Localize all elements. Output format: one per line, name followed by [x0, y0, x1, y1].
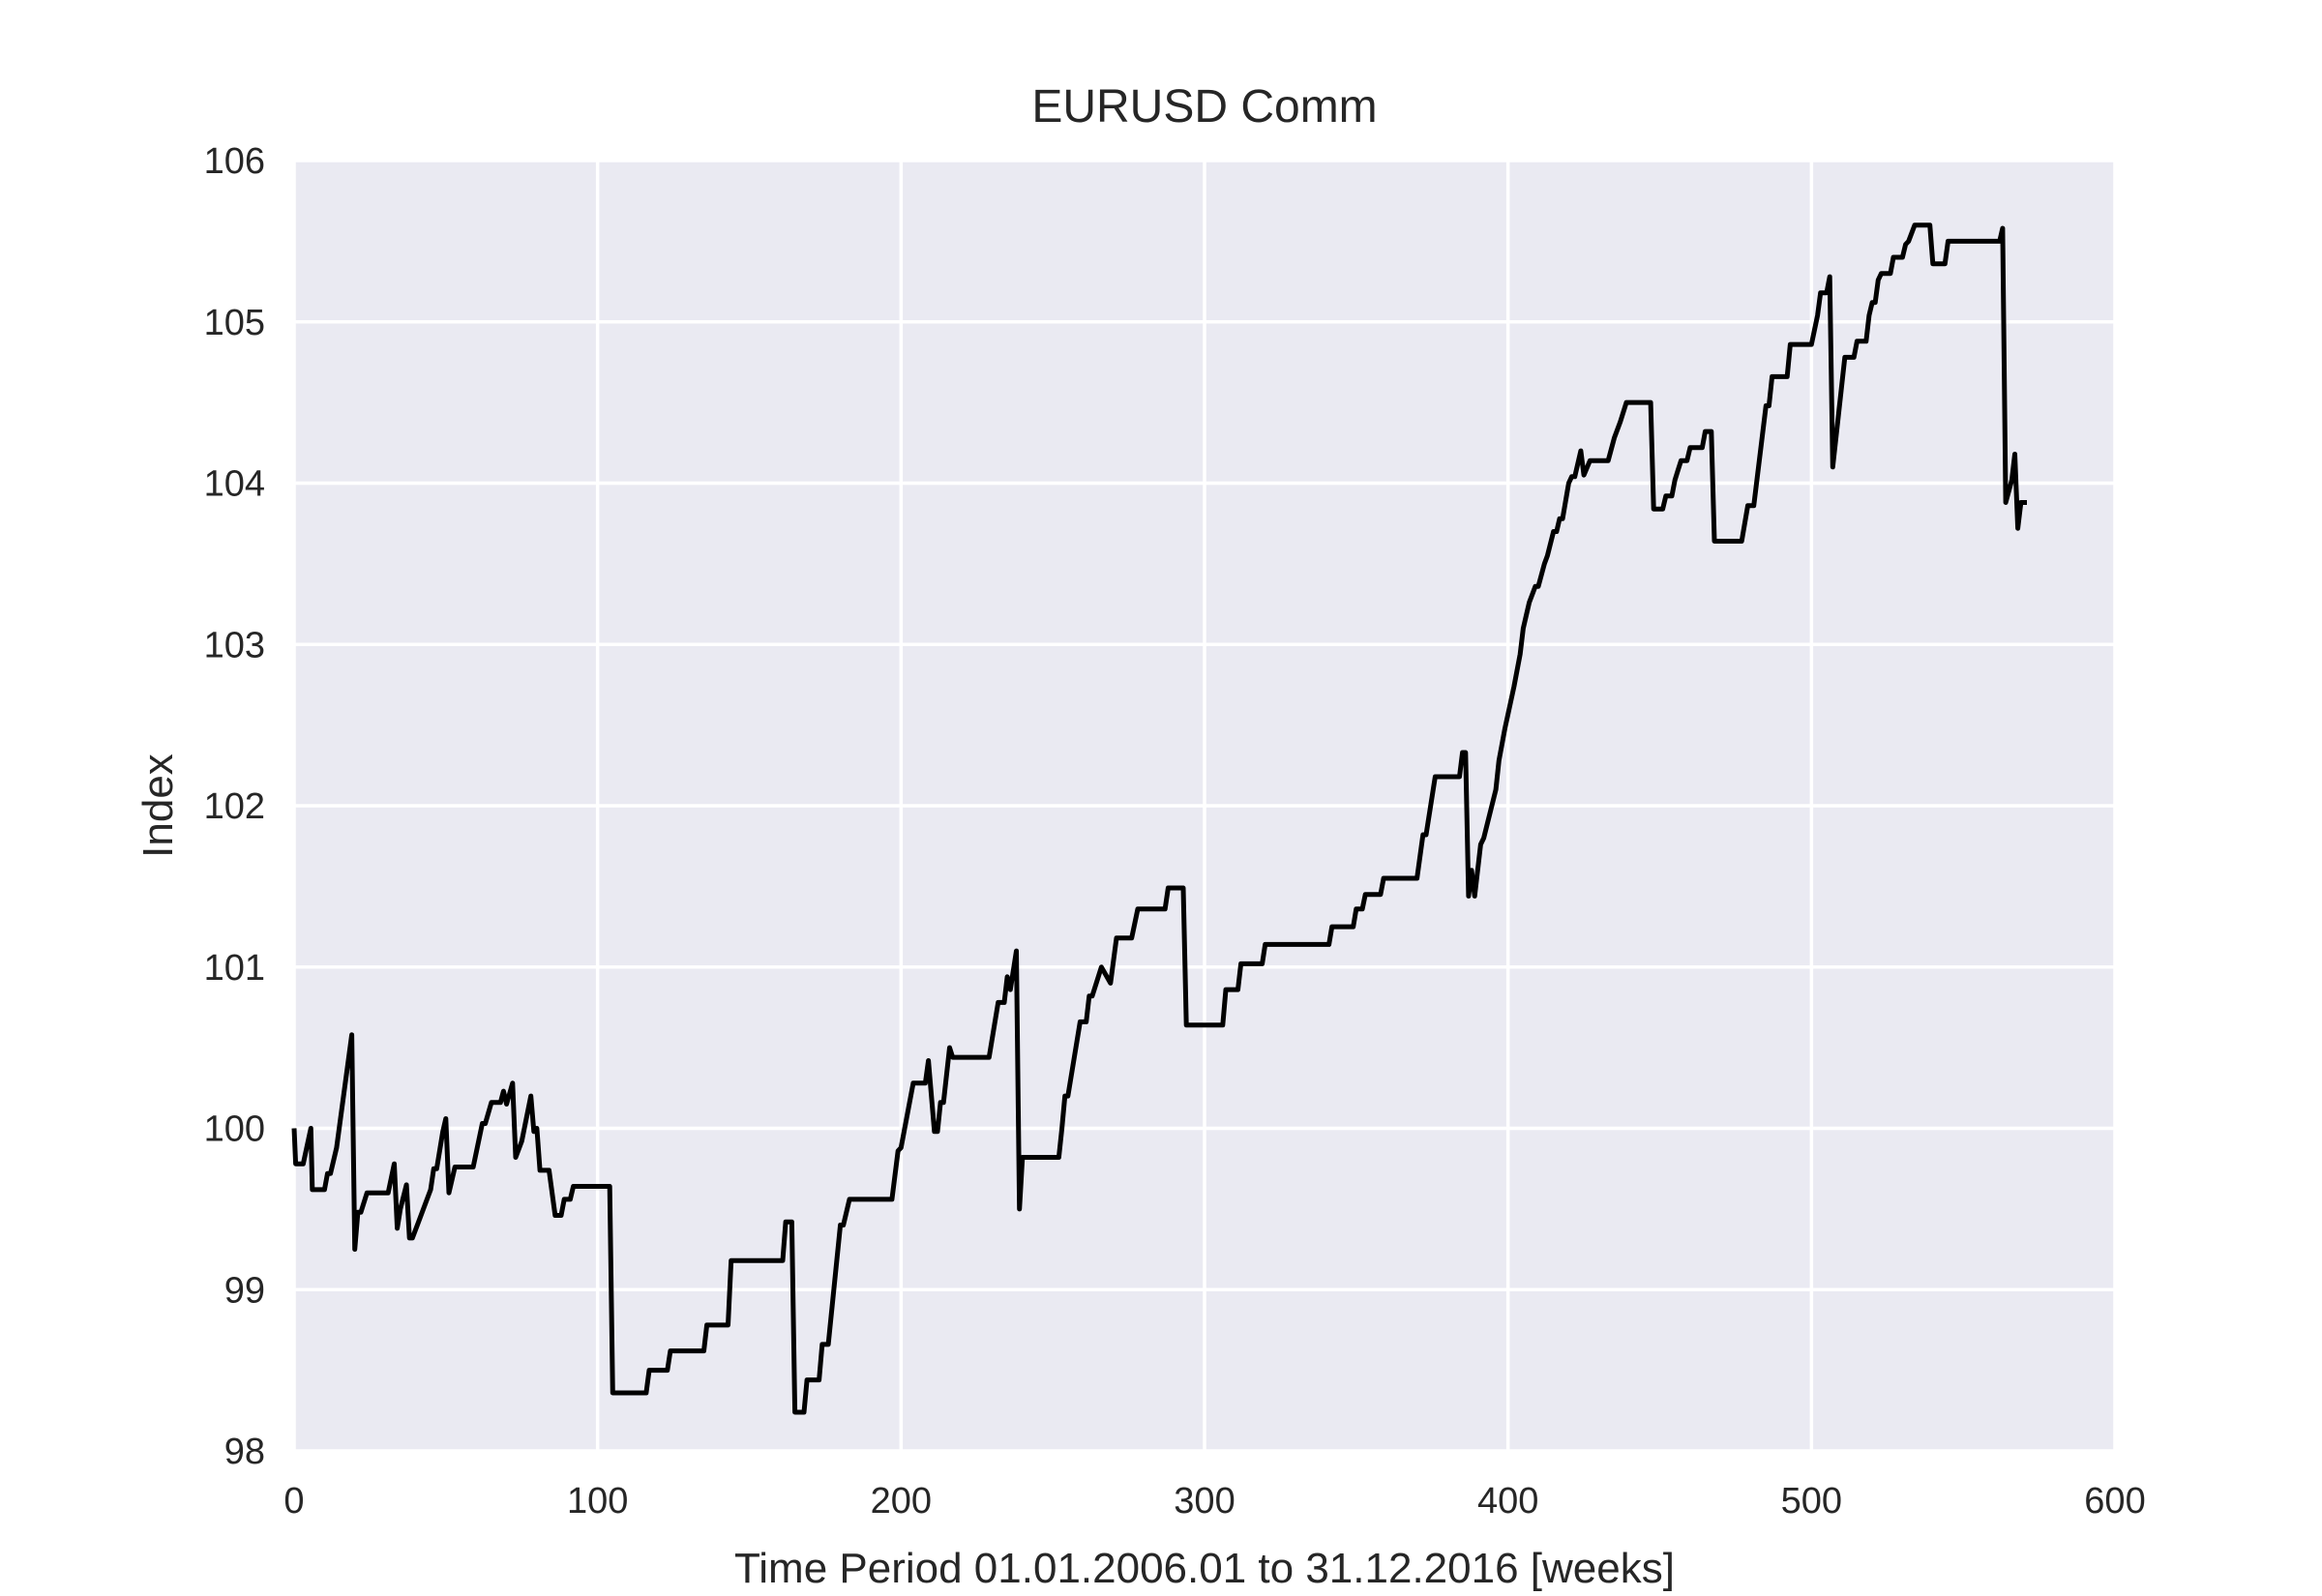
y-tick-label: 101: [204, 948, 265, 989]
x-tick-label: 100: [567, 1481, 628, 1522]
y-tick-label: 102: [204, 786, 265, 827]
x-tick-label: 300: [1174, 1481, 1235, 1522]
y-axis-label: Index: [134, 754, 182, 858]
y-tick-label: 99: [224, 1270, 265, 1311]
y-tick-label: 104: [204, 464, 265, 505]
x-tick-label: 500: [1781, 1481, 1842, 1522]
series-line: [291, 222, 2027, 1415]
y-tick-label: 98: [224, 1432, 265, 1472]
grid: [292, 159, 2117, 1453]
x-tick-labels: 0 100 200 300 400 500 600: [283, 1481, 2145, 1522]
x-tick-label: 200: [871, 1481, 932, 1522]
chart-title: EURUSD Comm: [1031, 81, 1377, 133]
x-tick-label: 0: [283, 1481, 304, 1522]
x-tick-label: 600: [2084, 1481, 2145, 1522]
y-tick-label: 103: [204, 625, 265, 665]
x-tick-label: 400: [1477, 1481, 1538, 1522]
y-tick-label: 100: [204, 1109, 265, 1150]
y-tick-label: 105: [204, 303, 265, 343]
x-axis-label: Time Period 01.01.2006.01 to 31.12.2016 …: [734, 1545, 1675, 1592]
y-tick-labels: 98 99 100 101 102 103 104 105 106: [204, 141, 265, 1472]
y-tick-label: 106: [204, 141, 265, 182]
